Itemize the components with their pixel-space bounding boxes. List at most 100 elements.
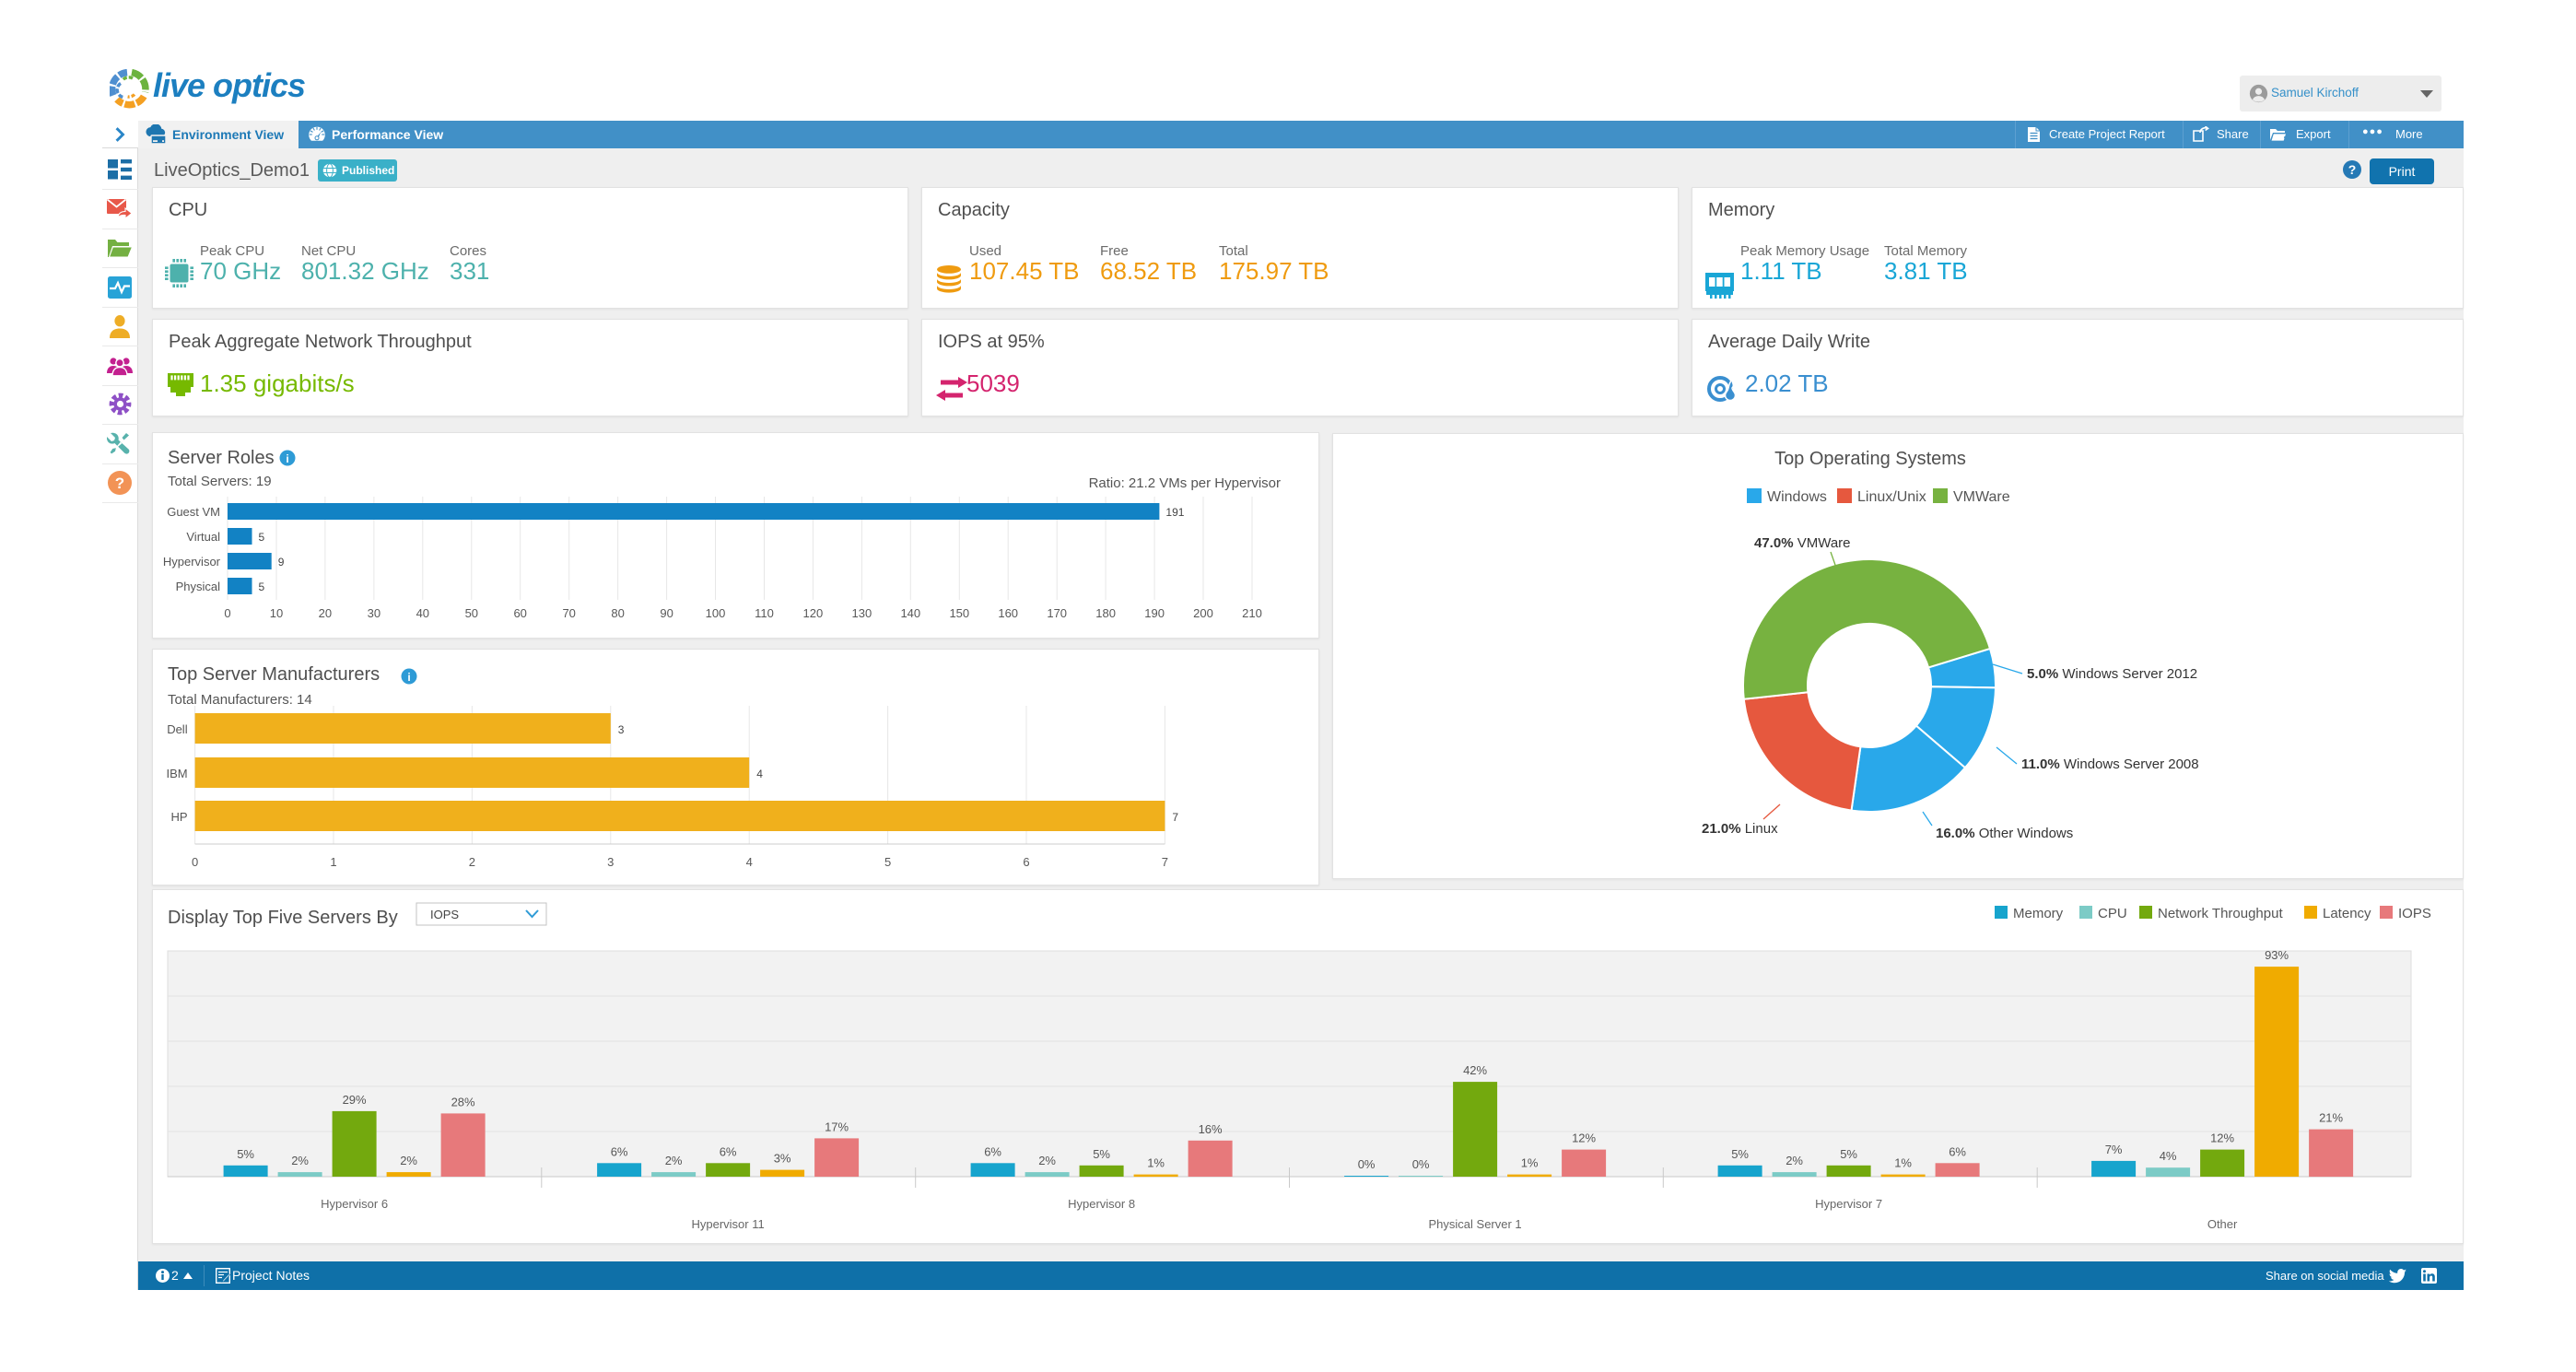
svg-text:140: 140: [900, 606, 920, 620]
svg-text:Hypervisor 7: Hypervisor 7: [1815, 1197, 1882, 1211]
svg-text:3: 3: [607, 855, 614, 869]
svg-text:5%: 5%: [1731, 1147, 1749, 1161]
svg-text:70: 70: [562, 606, 575, 620]
svg-text:17%: 17%: [825, 1120, 849, 1133]
svg-text:Hypervisor 8: Hypervisor 8: [1068, 1197, 1135, 1211]
svg-text:Latency: Latency: [2323, 906, 2371, 921]
svg-text:40: 40: [416, 606, 429, 620]
svg-text:120: 120: [803, 606, 824, 620]
svg-text:2%: 2%: [291, 1154, 309, 1167]
svg-text:150: 150: [949, 606, 969, 620]
svg-text:16%: 16%: [1199, 1122, 1223, 1136]
svg-text:Server Roles: Server Roles: [168, 448, 275, 468]
svg-text:110: 110: [755, 606, 774, 620]
svg-text:1: 1: [330, 855, 336, 869]
svg-text:IOPS: IOPS: [430, 908, 459, 921]
svg-text:Total Manufacturers: 14: Total Manufacturers: 14: [168, 692, 312, 708]
svg-text:Physical: Physical: [176, 580, 221, 593]
svg-text:6%: 6%: [720, 1144, 737, 1158]
svg-text:50: 50: [465, 606, 478, 620]
svg-text:180: 180: [1095, 606, 1116, 620]
svg-text:7: 7: [1172, 811, 1178, 824]
svg-text:7: 7: [1162, 855, 1168, 869]
svg-text:5.0% Windows Server 2012: 5.0% Windows Server 2012: [2027, 666, 2197, 682]
svg-text:29%: 29%: [343, 1093, 367, 1107]
svg-text:6%: 6%: [984, 1144, 1001, 1158]
svg-text:11.0% Windows Server 2008: 11.0% Windows Server 2008: [2021, 756, 2199, 772]
svg-text:210: 210: [1242, 606, 1262, 620]
svg-text:Top Operating Systems: Top Operating Systems: [1774, 449, 1966, 469]
svg-text:6%: 6%: [611, 1144, 628, 1158]
svg-text:28%: 28%: [451, 1095, 475, 1108]
svg-text:10: 10: [270, 606, 283, 620]
svg-text:Hypervisor 6: Hypervisor 6: [321, 1197, 388, 1211]
svg-text:Hypervisor: Hypervisor: [163, 555, 221, 569]
svg-text:i: i: [286, 452, 288, 465]
svg-text:21%: 21%: [2319, 1111, 2343, 1125]
svg-text:IOPS: IOPS: [2398, 906, 2431, 921]
svg-text:1%: 1%: [1147, 1156, 1165, 1170]
svg-text:0: 0: [192, 855, 198, 869]
svg-text:12%: 12%: [2210, 1132, 2234, 1145]
svg-text:5%: 5%: [1093, 1147, 1110, 1161]
svg-text:1%: 1%: [1894, 1156, 1912, 1170]
svg-text:47.0% VMWare: 47.0% VMWare: [1754, 535, 1851, 551]
svg-text:200: 200: [1193, 606, 1213, 620]
svg-text:30: 30: [368, 606, 381, 620]
svg-text:20: 20: [319, 606, 332, 620]
svg-text:3: 3: [618, 723, 625, 736]
svg-text:Linux/Unix: Linux/Unix: [1857, 489, 1926, 505]
svg-text:Memory: Memory: [2013, 906, 2064, 921]
svg-text:0%: 0%: [1412, 1157, 1430, 1171]
svg-text:Network Throughput: Network Throughput: [2158, 906, 2283, 921]
svg-text:130: 130: [852, 606, 872, 620]
svg-text:90: 90: [660, 606, 673, 620]
svg-text:100: 100: [706, 606, 726, 620]
svg-text:4: 4: [746, 855, 753, 869]
svg-text:Virtual: Virtual: [186, 530, 220, 544]
svg-text:HP: HP: [171, 810, 188, 824]
svg-text:2%: 2%: [400, 1154, 417, 1167]
svg-text:9: 9: [278, 556, 285, 569]
svg-text:191: 191: [1165, 506, 1184, 519]
svg-text:2%: 2%: [1786, 1154, 1803, 1167]
svg-text:21.0% Linux: 21.0% Linux: [1702, 821, 1778, 837]
svg-text:6%: 6%: [1949, 1144, 1966, 1158]
svg-text:190: 190: [1144, 606, 1165, 620]
svg-text:4%: 4%: [2160, 1149, 2177, 1163]
svg-text:i: i: [407, 671, 410, 684]
svg-text:5%: 5%: [237, 1147, 254, 1161]
svg-text:160: 160: [998, 606, 1018, 620]
svg-text:Guest VM: Guest VM: [167, 505, 220, 519]
svg-text:12%: 12%: [1572, 1132, 1596, 1145]
svg-text:Top Server Manufacturers: Top Server Manufacturers: [168, 664, 380, 685]
svg-text:2: 2: [469, 855, 475, 869]
svg-text:Ratio: 21.2 VMs per Hypervisor: Ratio: 21.2 VMs per Hypervisor: [1089, 475, 1281, 491]
svg-text:Hypervisor 11: Hypervisor 11: [691, 1217, 764, 1231]
svg-text:4: 4: [756, 768, 763, 780]
svg-text:80: 80: [611, 606, 624, 620]
svg-text:0: 0: [224, 606, 230, 620]
svg-text:5%: 5%: [1840, 1147, 1857, 1161]
svg-text:170: 170: [1047, 606, 1067, 620]
svg-text:93%: 93%: [2265, 948, 2289, 962]
svg-text:2%: 2%: [665, 1154, 683, 1167]
svg-text:5: 5: [259, 580, 265, 593]
svg-text:7%: 7%: [2105, 1143, 2123, 1156]
svg-text:Physical Server 1: Physical Server 1: [1429, 1217, 1522, 1231]
svg-text:2%: 2%: [1038, 1154, 1056, 1167]
svg-text:5: 5: [259, 531, 265, 544]
svg-text:Other: Other: [2207, 1217, 2238, 1231]
svg-text:IBM: IBM: [166, 767, 187, 780]
svg-text:Total Servers: 19: Total Servers: 19: [168, 474, 272, 489]
svg-text:Windows: Windows: [1767, 489, 1827, 505]
svg-text:5: 5: [884, 855, 891, 869]
svg-text:VMWare: VMWare: [1953, 489, 2010, 505]
svg-text:3%: 3%: [774, 1152, 791, 1166]
svg-text:16.0% Other Windows: 16.0% Other Windows: [1936, 826, 2073, 841]
svg-text:Display Top Five Servers By: Display Top Five Servers By: [168, 908, 398, 928]
svg-text:0%: 0%: [1358, 1157, 1376, 1171]
svg-text:1%: 1%: [1521, 1156, 1539, 1170]
svg-text:42%: 42%: [1463, 1063, 1487, 1077]
svg-text:60: 60: [513, 606, 526, 620]
